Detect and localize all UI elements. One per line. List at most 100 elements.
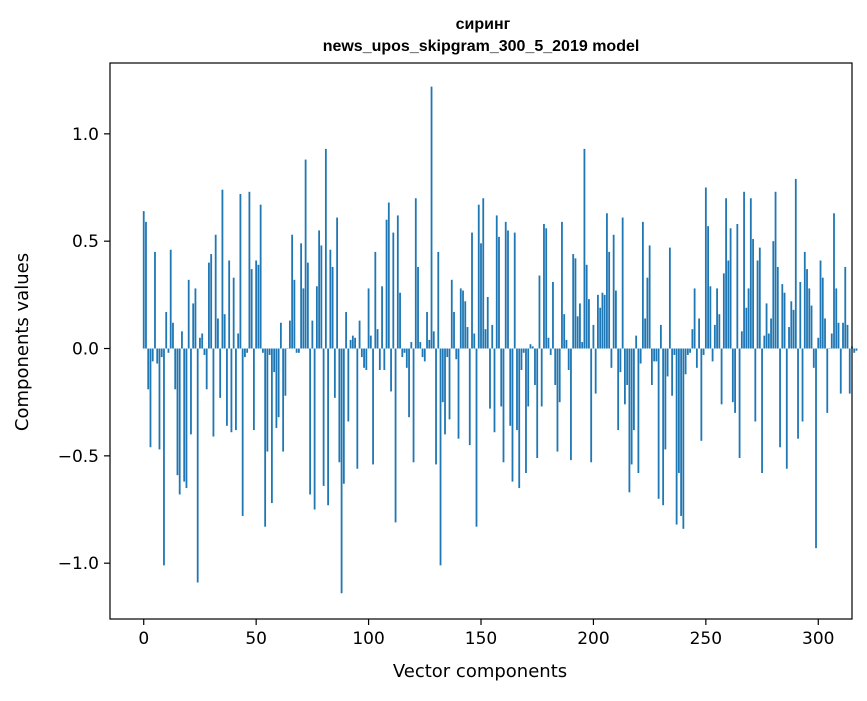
bar-170 [525,349,527,474]
bar-208 [611,349,613,368]
y-tick-label-3: 0.5 [72,232,99,252]
bar-26 [201,333,203,348]
bar-268 [745,308,747,349]
bar-174 [534,349,536,385]
bar-40 [233,278,235,349]
bar-173 [532,346,534,348]
bar-289 [793,310,795,349]
bar-136 [449,349,451,420]
bar-239 [680,349,682,516]
bar-77 [316,286,318,348]
bar-121 [415,198,417,348]
bar-302 [822,278,824,349]
bar-260 [727,261,729,349]
bar-304 [826,349,828,413]
bar-267 [743,192,745,349]
y-tick-label-1: −0.5 [58,447,99,467]
bar-194 [579,303,581,348]
bar-91 [347,349,349,422]
bar-308 [835,288,837,348]
bar-92 [350,340,352,349]
bar-27 [204,349,206,355]
bar-273 [757,261,759,349]
bar-231 [662,349,664,506]
bar-46 [246,349,248,353]
bar-18 [183,349,185,482]
bar-97 [361,349,363,358]
bar-49 [253,349,255,431]
bar-288 [790,301,792,348]
bar-313 [847,325,849,349]
bar-79 [320,245,322,348]
bar-212 [620,349,622,373]
bar-180 [548,338,550,349]
bar-160 [503,349,505,463]
bar-28 [206,349,208,390]
bar-109 [388,203,390,349]
bar-45 [244,349,246,358]
bar-205 [604,295,606,349]
bar-59 [275,349,277,428]
bar-58 [273,349,275,373]
bar-93 [352,336,354,349]
bar-196 [584,149,586,349]
bar-243 [689,349,691,353]
bar-287 [788,327,790,348]
bar-70 [300,243,302,348]
bar-261 [730,228,732,348]
bar-172 [530,344,532,348]
bar-17 [181,331,183,348]
bar-228 [655,349,657,362]
bar-57 [271,349,273,504]
bar-33 [217,318,219,348]
bar-193 [577,316,579,348]
bar-108 [386,220,388,349]
bar-78 [318,230,320,348]
bar-222 [642,222,644,349]
bar-236 [673,349,675,355]
bar-229 [658,349,660,499]
bar-132 [440,349,442,566]
bar-223 [644,318,646,348]
bar-99 [365,349,367,370]
bar-238 [678,349,680,474]
bar-165 [514,233,516,349]
bar-227 [653,349,655,362]
bar-299 [815,349,817,549]
bar-83 [329,250,331,349]
bar-200 [593,325,595,349]
bar-37 [226,349,228,426]
bar-215 [626,349,628,385]
bar-183 [554,349,556,385]
bar-177 [541,349,543,407]
bar-297 [811,306,813,349]
bar-6 [156,349,158,364]
bar-291 [797,349,799,439]
bar-82 [327,349,329,506]
bar-84 [332,267,334,349]
x-axis-label: Vector components [393,661,567,682]
bar-198 [588,299,590,348]
bar-262 [732,349,734,403]
bar-85 [334,349,336,398]
bar-42 [237,333,239,348]
bar-281 [775,192,777,349]
bar-5 [154,252,156,349]
bar-162 [507,230,509,348]
bar-185 [559,349,561,403]
bar-94 [354,338,356,349]
bar-204 [602,293,604,349]
bar-155 [491,325,493,349]
bar-158 [498,237,500,349]
bar-246 [696,349,698,368]
bar-178 [543,224,545,349]
bar-1 [145,222,147,349]
bar-270 [750,198,752,348]
bar-317 [856,349,858,351]
bar-233 [667,349,669,377]
bar-31 [213,349,215,437]
bar-74 [309,349,311,495]
x-tick-label-3: 150 [465,629,497,649]
bar-248 [700,349,702,441]
